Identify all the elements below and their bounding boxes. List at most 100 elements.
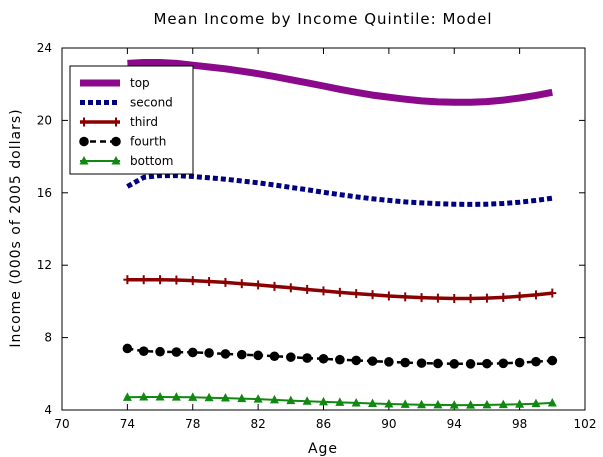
data-point-fourth	[187, 347, 198, 358]
data-point-fourth	[351, 355, 361, 366]
data-point-bottom	[122, 392, 132, 401]
data-point-third	[466, 294, 475, 304]
series-layer	[122, 59, 558, 409]
data-point-third	[548, 288, 557, 298]
data-point-fourth	[400, 357, 411, 368]
data-point-third	[515, 291, 524, 301]
data-point-fourth	[433, 358, 443, 369]
legend-item-second: second	[80, 96, 173, 110]
legend-item-top: top	[80, 76, 150, 90]
data-point-fourth	[155, 346, 165, 357]
y-tick-label: 8	[44, 331, 52, 345]
data-point-third	[254, 280, 263, 290]
data-point-fourth	[449, 359, 460, 369]
ticks-group: 70 74 78 82 86 90 94 98 102 4 8 12 16 20 24	[37, 41, 597, 431]
legend-item-bottom: bottom	[79, 154, 173, 168]
y-tick-label: 24	[37, 41, 52, 55]
series-top	[127, 59, 553, 106]
legend-label: fourth	[130, 135, 166, 149]
series-bottom	[122, 391, 557, 409]
legend-item-third: third	[80, 115, 158, 129]
series-third	[123, 275, 557, 304]
y-tick-label: 20	[37, 113, 52, 127]
x-tick-label: 70	[54, 417, 69, 431]
data-point-bottom	[515, 399, 525, 408]
legend: top second third fourth bottom	[69, 65, 194, 175]
data-point-fourth	[514, 357, 525, 368]
y-tick-label: 12	[37, 258, 52, 272]
legend-item-fourth: fourth	[79, 135, 166, 149]
data-point-third	[352, 289, 361, 299]
x-tick-label: 102	[574, 417, 597, 431]
legend-marker	[111, 156, 121, 165]
data-point-third	[482, 293, 491, 303]
data-point-fourth	[171, 347, 182, 357]
y-axis-label: Income (000s of 2005 dollars)	[8, 108, 24, 347]
data-point-third	[172, 275, 181, 285]
data-point-fourth	[286, 352, 296, 362]
legend-label: third	[130, 115, 158, 129]
data-point-fourth	[220, 349, 231, 359]
data-point-bottom	[498, 399, 508, 409]
data-point-bottom	[482, 399, 492, 409]
data-point-third	[384, 291, 393, 301]
series-line-second	[126, 173, 553, 207]
data-point-bottom	[204, 392, 214, 402]
y-tick-label: 4	[44, 403, 52, 417]
x-tick-label: 86	[316, 417, 331, 431]
legend-marker	[112, 117, 120, 127]
data-point-fourth	[367, 356, 378, 366]
data-point-third	[237, 279, 246, 289]
data-point-bottom	[335, 397, 345, 406]
data-point-third	[270, 281, 279, 291]
legend-label: top	[130, 76, 150, 90]
data-point-bottom	[286, 395, 296, 405]
data-point-bottom	[351, 397, 361, 407]
legend-label: second	[130, 96, 173, 110]
data-point-third	[531, 290, 540, 300]
data-point-bottom	[220, 393, 230, 402]
data-point-third	[205, 276, 214, 286]
data-point-third	[286, 283, 295, 293]
data-point-bottom	[449, 400, 459, 409]
x-tick-label: 98	[512, 417, 527, 431]
data-point-bottom	[253, 394, 263, 403]
data-point-bottom	[384, 399, 394, 408]
data-point-fourth	[269, 351, 280, 362]
data-point-bottom	[237, 393, 247, 403]
data-point-fourth	[498, 358, 509, 369]
legend-marker	[79, 136, 89, 147]
data-point-third	[319, 286, 328, 296]
series-fourth	[122, 343, 558, 369]
x-tick-label: 90	[381, 417, 396, 431]
data-point-third	[221, 277, 230, 287]
data-point-bottom	[155, 391, 165, 401]
data-point-bottom	[531, 398, 541, 408]
data-point-bottom	[139, 391, 149, 401]
data-point-third	[401, 292, 410, 302]
y-tick-label: 16	[37, 186, 52, 200]
x-tick-label: 74	[120, 417, 135, 431]
data-point-bottom	[319, 396, 328, 406]
data-point-fourth	[384, 357, 394, 367]
data-point-fourth	[531, 356, 541, 367]
chart-title: Mean Income by Income Quintile: Model	[153, 10, 492, 28]
data-point-fourth	[416, 358, 427, 368]
x-tick-label: 78	[185, 417, 200, 431]
data-point-fourth	[547, 355, 558, 366]
legend-label: bottom	[130, 154, 173, 168]
data-point-fourth	[253, 350, 263, 361]
data-point-bottom	[368, 398, 378, 407]
data-point-fourth	[302, 353, 312, 363]
data-point-bottom	[547, 397, 557, 407]
legend-marker	[79, 156, 89, 165]
series-line-top	[127, 59, 553, 106]
legend-marker	[80, 117, 88, 127]
data-point-fourth	[318, 353, 329, 364]
data-point-bottom	[433, 399, 443, 409]
data-point-third	[433, 293, 442, 303]
data-point-fourth	[335, 354, 345, 365]
data-point-fourth	[138, 346, 149, 356]
legend-marker	[111, 136, 121, 147]
